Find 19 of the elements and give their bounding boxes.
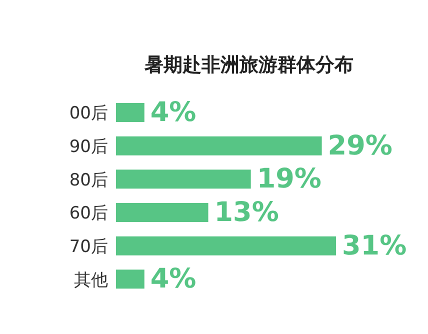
bar [116,170,251,189]
bar [116,236,336,256]
bar [116,203,208,222]
y-tick-label: 00后 [69,104,108,124]
bar [116,103,144,122]
bar [116,270,144,289]
data-label: 29% [328,130,392,162]
y-tick-label: 80后 [69,170,108,190]
y-tick-label: 60后 [69,204,108,224]
y-tick-label: 70后 [69,237,108,258]
data-label: 4% [150,264,196,295]
bar [116,136,322,156]
chart-title: 暑期赴非洲旅游群体分布 [144,53,354,78]
data-label: 13% [214,197,279,228]
y-tick-label: 90后 [69,137,108,158]
data-label: 31% [342,230,407,262]
data-label: 4% [150,97,196,128]
data-label: 19% [256,164,322,195]
y-tick-label: 其他 [74,270,108,290]
